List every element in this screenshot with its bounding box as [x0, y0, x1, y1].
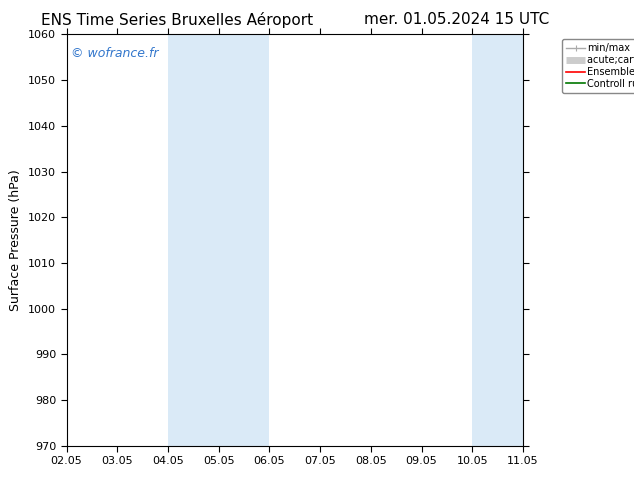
Bar [472, 34, 523, 446]
Text: mer. 01.05.2024 15 UTC: mer. 01.05.2024 15 UTC [364, 12, 549, 27]
Bar [168, 34, 219, 446]
Text: ENS Time Series Bruxelles Aéroport: ENS Time Series Bruxelles Aéroport [41, 12, 314, 28]
Y-axis label: Surface Pressure (hPa): Surface Pressure (hPa) [10, 169, 22, 311]
Legend: min/max, acute;cart type, Ensemble mean run, Controll run: min/max, acute;cart type, Ensemble mean … [562, 39, 634, 93]
Text: © wofrance.fr: © wofrance.fr [71, 47, 158, 60]
Bar [219, 34, 269, 446]
